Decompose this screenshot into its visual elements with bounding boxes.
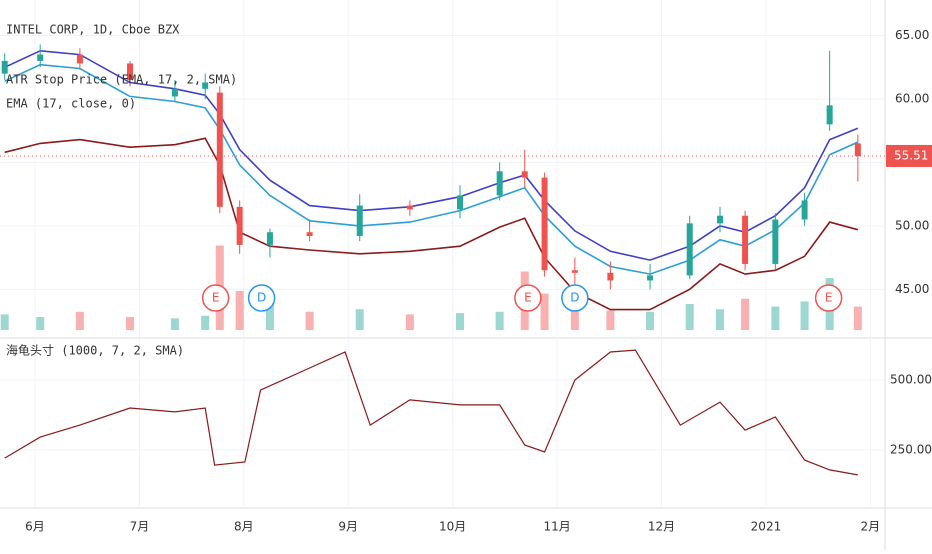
- volume-bar: [75, 311, 84, 330]
- volume-bar: [606, 310, 615, 330]
- last-price-box: [886, 144, 932, 167]
- volume-bar: [355, 309, 364, 330]
- candle-body: [1, 60, 8, 74]
- last-price-label: 55.51: [894, 148, 928, 162]
- indicator-line: [4, 349, 858, 476]
- chart-title: INTEL CORP, 1D, Cboe BZX: [6, 23, 180, 37]
- candle-body: [456, 195, 463, 210]
- candle-body: [541, 177, 548, 271]
- candle-body: [607, 272, 614, 281]
- candle-body: [496, 171, 503, 196]
- candle-body: [742, 215, 749, 264]
- x-tick-label: 12月: [648, 520, 675, 534]
- event-label: E: [825, 291, 833, 305]
- y-tick-label: 250.00: [890, 443, 932, 457]
- x-tick-label: 10月: [439, 520, 466, 534]
- volume-bar: [646, 311, 655, 330]
- volume-bar: [170, 318, 179, 330]
- event-marker: [514, 284, 542, 312]
- y-tick-label: 50.00: [895, 218, 929, 232]
- volume-bar: [126, 317, 135, 330]
- candle-body: [202, 82, 209, 89]
- x-tick-label: 6月: [25, 520, 45, 534]
- y-tick-label: 45.00: [895, 282, 929, 296]
- x-tick-label: 2月: [861, 520, 881, 534]
- legend-entry: ATR Stop Price (EMA, 17, 2, SMA): [6, 73, 237, 87]
- indicator-line: [4, 63, 859, 275]
- y-tick-label: 60.00: [895, 91, 929, 105]
- candle-body: [717, 215, 724, 224]
- volume-bar: [853, 306, 862, 330]
- candle-body: [854, 143, 861, 157]
- candle-body: [521, 171, 528, 178]
- indicator-line: [4, 137, 859, 311]
- volume-bar: [685, 304, 694, 330]
- candle-body: [236, 206, 243, 245]
- candle-body: [37, 54, 44, 61]
- x-tick-label: 2021: [751, 520, 782, 534]
- legend-entry: 海龟头寸 (1000, 7, 2, SMA): [6, 343, 184, 358]
- volume-bar: [0, 314, 9, 330]
- event-marker: [201, 284, 230, 312]
- candle-body: [216, 92, 223, 207]
- candle-body: [356, 205, 363, 237]
- plot-area: 6月7月8月9月10月11月12月20212月45.0050.0055.0060…: [0, 0, 932, 534]
- event-marker: [561, 284, 589, 312]
- candle-body: [266, 232, 273, 245]
- y-tick-label: 65.00: [895, 28, 929, 42]
- indicator-line: [4, 49, 859, 261]
- legend: INTEL CORP, 1D, Cboe BZX ATR Stop Price …: [6, 23, 237, 358]
- volume-bar: [800, 301, 809, 330]
- candle-body: [686, 223, 693, 276]
- candle-body: [571, 270, 578, 273]
- x-tick-label: 7月: [130, 520, 150, 534]
- volume-bar: [265, 304, 274, 330]
- volume-bar: [771, 306, 780, 330]
- volume-bar: [305, 311, 314, 330]
- candle-body: [306, 232, 313, 237]
- volume-bar: [570, 301, 579, 330]
- volume-bar: [455, 313, 464, 330]
- event-marker: [814, 284, 843, 312]
- x-tick-label: 11月: [543, 520, 570, 534]
- candle-body: [127, 63, 134, 80]
- event-label: E: [524, 291, 532, 305]
- volume-bar: [235, 291, 244, 330]
- legend-entry: EMA (17, close, 0): [6, 97, 136, 111]
- candle-body: [647, 275, 654, 281]
- candle-body: [801, 200, 808, 220]
- event-label: E: [212, 291, 220, 305]
- event-label: D: [570, 291, 579, 305]
- volume-bar: [716, 309, 725, 330]
- event-label: D: [257, 291, 266, 305]
- candle-body: [76, 54, 83, 64]
- candle-body: [826, 105, 833, 125]
- candle-body: [772, 219, 779, 264]
- candle-body: [171, 88, 178, 97]
- volume-bar: [540, 293, 549, 330]
- volume-bar: [741, 298, 750, 330]
- x-tick-label: 9月: [338, 520, 358, 534]
- volume-bar: [495, 311, 504, 330]
- volume-bar: [36, 317, 45, 330]
- candle-body: [406, 205, 413, 210]
- x-tick-label: 8月: [234, 520, 254, 534]
- volume-bar: [201, 315, 210, 330]
- volume-bar: [405, 314, 414, 330]
- y-tick-label: 500.00: [890, 373, 932, 387]
- event-marker: [247, 284, 276, 312]
